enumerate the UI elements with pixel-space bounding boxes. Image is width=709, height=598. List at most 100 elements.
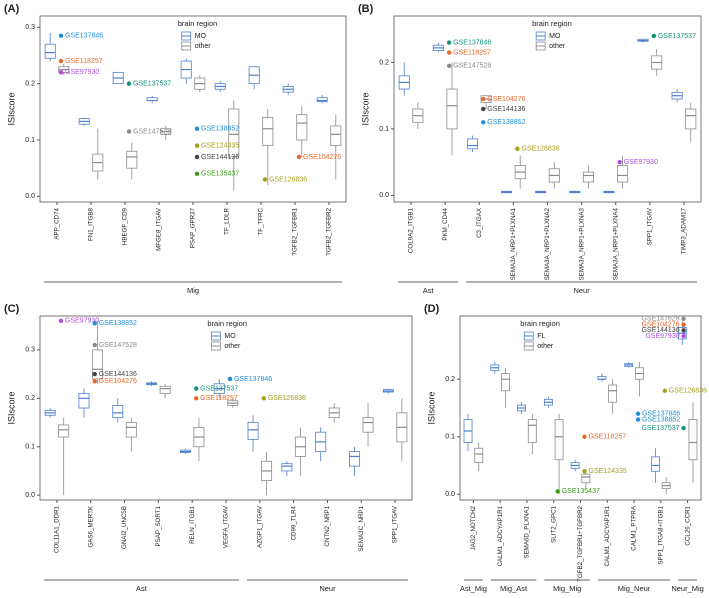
x-tick-label: JAG2_NOTCH2 <box>470 505 477 550</box>
point-label: GSE147528 <box>641 316 679 323</box>
x-tick-label: TF_TFRC <box>258 207 265 235</box>
point <box>446 40 452 45</box>
x-tick-label: SEMA3A_NRP1+PLXNA4 <box>612 207 619 280</box>
box <box>617 165 629 183</box>
box <box>608 384 618 403</box>
point <box>555 489 560 494</box>
point <box>92 321 97 326</box>
box <box>316 97 328 103</box>
point <box>126 129 132 134</box>
x-tick-label: SLIT2_GPC1 <box>550 505 557 542</box>
box <box>296 114 308 141</box>
point <box>193 386 199 391</box>
box <box>125 422 137 438</box>
point-label: GSE147528 <box>133 128 171 135</box>
box <box>58 424 70 438</box>
box <box>44 43 56 59</box>
point <box>681 322 686 327</box>
legend-title: brain region <box>532 19 572 28</box>
point-label: GSE97930 <box>624 159 658 166</box>
point <box>194 154 200 160</box>
y-tick-label: 0.0 <box>445 491 455 498</box>
point-label: GSE135437 <box>562 488 600 495</box>
legend-label: MO <box>224 333 236 340</box>
x-tick-label: TGFB2_TGFBR2 <box>326 207 333 255</box>
point-label: GSE137537 <box>658 33 696 40</box>
point-label: GSE137537 <box>641 425 679 432</box>
point <box>446 63 452 69</box>
point <box>92 342 97 348</box>
box <box>159 385 171 394</box>
x-tick-label: APP_CD74 <box>54 207 61 239</box>
point-label: GSE97930 <box>645 333 679 340</box>
x-tick-label: TGFB2_TGFBR1+TGFBR2 <box>577 505 584 581</box>
box <box>688 419 698 461</box>
x-tick-label: AZGP1_ITGAV <box>256 505 263 548</box>
point <box>481 120 486 125</box>
point <box>515 146 520 152</box>
y-tick-label: 0.1 <box>379 126 389 133</box>
x-tick-label: FN1_ITGB8 <box>88 207 95 241</box>
y-tick-label: 0.0 <box>379 192 389 199</box>
x-tick-label: CD99_TLR4 <box>290 505 297 540</box>
point <box>261 396 267 401</box>
x-tick-label: GAS6_MERTK <box>87 505 94 547</box>
point <box>481 96 486 102</box>
box <box>281 463 293 472</box>
point-label: GSE126836 <box>269 176 307 183</box>
x-tick-label: SEMA3A_NRP1+PLXNA3 <box>578 207 585 280</box>
point-label: GSE138852 <box>99 320 137 327</box>
y-tick-label: 0.2 <box>25 395 35 402</box>
panel-label: (C) <box>4 303 20 315</box>
x-tick-label: SPP1_ITGAV <box>646 207 653 245</box>
point <box>681 333 686 339</box>
point <box>193 396 199 401</box>
point <box>58 70 64 75</box>
point-label: GSE144136 <box>99 371 137 378</box>
x-tick-label: CALM1_ADCYAP1R1 <box>604 505 611 566</box>
point-label: GSE118257 <box>589 434 627 441</box>
point <box>481 106 486 112</box>
box <box>582 171 594 183</box>
point-label: GSE147528 <box>453 63 491 70</box>
x-tick-label: TGFB2_TGFBR1 <box>292 207 299 255</box>
box <box>474 447 484 464</box>
y-tick-label: 0.1 <box>25 444 35 451</box>
point-label: GSE137846 <box>642 411 680 418</box>
point-label: GSE138852 <box>642 416 680 423</box>
y-axis-label: ISIscore <box>360 92 370 125</box>
x-tick-label: VEGFA_ITGAV <box>223 505 230 548</box>
group-label: Ast <box>423 286 435 295</box>
point-label: GSE118257 <box>200 395 238 402</box>
point-label: GSE126836 <box>268 395 306 402</box>
group-label: Neur <box>573 286 590 295</box>
plot-border <box>459 315 702 501</box>
point-label: GSE104276 <box>487 96 525 103</box>
y-tick-label: 0.3 <box>25 24 35 31</box>
box <box>581 473 591 484</box>
y-tick-label: 0.3 <box>25 347 35 354</box>
point-label: GSE137537 <box>133 80 171 87</box>
y-tick-label: 0.2 <box>445 376 455 383</box>
box <box>554 419 564 461</box>
y-tick-label: 0.1 <box>25 137 35 144</box>
point-label: GSE138852 <box>487 119 525 126</box>
point <box>194 171 200 177</box>
point-label: GSE104276 <box>303 154 341 161</box>
point-label: GSE137846 <box>234 376 272 383</box>
x-tick-label: RELN_ITGB1 <box>189 505 196 543</box>
y-axis-label: ISIscore <box>6 92 16 125</box>
x-tick-label: SEMA3A_NRP1+PLXNA1 <box>510 207 517 280</box>
box <box>228 108 240 158</box>
point-label: GSE124335 <box>201 142 239 149</box>
x-tick-label: TF_LDLR <box>224 207 231 234</box>
legend-label: MO <box>549 33 561 40</box>
x-tick-label: COL9A2_ITGB1 <box>408 207 415 253</box>
point <box>58 318 64 324</box>
plot-border <box>393 15 702 203</box>
point <box>296 154 302 160</box>
box <box>112 405 124 419</box>
point-label: GSE118257 <box>453 49 491 56</box>
x-tick-label: CALM1_PTPRA <box>631 505 638 551</box>
